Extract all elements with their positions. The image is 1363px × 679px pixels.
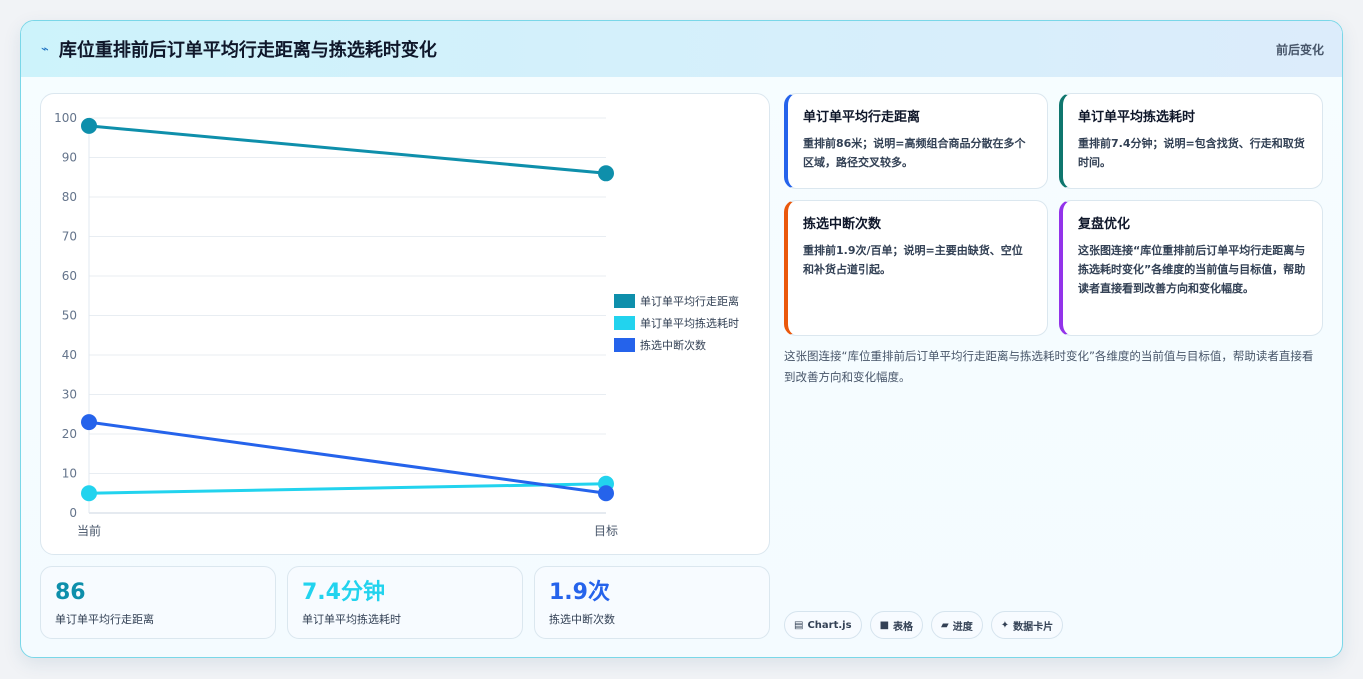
data-point bbox=[598, 165, 614, 182]
y-tick-label: 0 bbox=[69, 506, 77, 520]
feature-chips: ▤ Chart.js ■ 表格 ▰ 进度 ✦ 数据卡片 bbox=[784, 611, 1064, 639]
table-icon: ■ bbox=[879, 619, 890, 631]
info-card-review: 复盘优化 这张图连接“库位重排前后订单平均行走距离与拣选耗时变化”各维度的当前值… bbox=[1059, 200, 1323, 336]
legend-label: 单订单平均拣选耗时 bbox=[640, 316, 739, 330]
info-card-text: 这张图连接“库位重排前后订单平均行走距离与拣选耗时变化”各维度的当前值与目标值，… bbox=[1078, 244, 1306, 295]
line-chart-panel: 0 10 20 30 40 50 60 70 80 90 100 当前 目标 单订单平均行走距离 单订单平均… bbox=[40, 93, 770, 555]
y-tick-label: 60 bbox=[62, 269, 77, 283]
chip-data-cards[interactable]: ✦ 数据卡片 bbox=[990, 611, 1064, 639]
chip-label: Chart.js bbox=[807, 619, 852, 631]
x-tick-label: 当前 bbox=[77, 523, 101, 538]
legend-label: 拣选中断次数 bbox=[640, 338, 706, 352]
info-card-interruptions: 拣选中断次数 重排前1.9次/百单；说明=主要由缺货、空位和补货占道引起。 bbox=[784, 200, 1048, 336]
info-card-title: 单订单平均行走距离 bbox=[803, 110, 921, 125]
series-line bbox=[88, 420, 607, 495]
info-card-time: 单订单平均拣选耗时 重排前7.4分钟；说明=包含找货、行走和取货时间。 bbox=[1059, 93, 1323, 189]
chip-chartjs[interactable]: ▤ Chart.js bbox=[784, 611, 862, 639]
chip-label: 进度 bbox=[952, 621, 973, 633]
kpi-value: 7.4分钟 bbox=[302, 580, 385, 605]
info-card-title: 拣选中断次数 bbox=[803, 217, 882, 232]
y-tick-label: 20 bbox=[62, 427, 77, 441]
series-line bbox=[88, 124, 607, 175]
kpi-card-interruptions: 1.9次 拣选中断次数 bbox=[534, 566, 770, 639]
progress-icon: ▰ bbox=[941, 619, 949, 631]
info-card-distance: 单订单平均行走距离 重排前86米；说明=高频组合商品分散在多个区域，路径交叉较多… bbox=[784, 93, 1048, 189]
data-point bbox=[598, 485, 614, 502]
kpi-label: 单订单平均行走距离 bbox=[55, 613, 154, 626]
chart-icon: ▤ bbox=[794, 619, 804, 631]
legend-label: 单订单平均行走距离 bbox=[640, 294, 739, 308]
info-card-text: 重排前86米；说明=高频组合商品分散在多个区域，路径交叉较多。 bbox=[803, 137, 1026, 169]
y-tick-label: 40 bbox=[62, 348, 77, 362]
chip-progress[interactable]: ▰ 进度 bbox=[931, 611, 983, 639]
header-tag: 前后变化 bbox=[1275, 43, 1324, 57]
card-header: ⌁ 库位重排前后订单平均行走距离与拣选耗时变化 前后变化 bbox=[21, 21, 1342, 77]
page-title: 库位重排前后订单平均行走距离与拣选耗时变化 bbox=[58, 40, 437, 61]
y-tick-label: 80 bbox=[62, 190, 77, 204]
bolt-icon: ⌁ bbox=[41, 41, 49, 57]
data-point bbox=[81, 414, 97, 431]
legend-swatch bbox=[614, 316, 635, 330]
y-tick-label: 100 bbox=[54, 111, 77, 125]
y-tick-label: 90 bbox=[62, 151, 77, 165]
kpi-card-time: 7.4分钟 单订单平均拣选耗时 bbox=[287, 566, 523, 639]
chip-table[interactable]: ■ 表格 bbox=[869, 611, 924, 639]
y-tick-label: 30 bbox=[62, 388, 77, 402]
data-point bbox=[81, 485, 97, 502]
series-line bbox=[88, 482, 607, 495]
info-card-text: 重排前1.9次/百单；说明=主要由缺货、空位和补货占道引起。 bbox=[803, 244, 1023, 276]
info-card-text: 重排前7.4分钟；说明=包含找货、行走和取货时间。 bbox=[1078, 137, 1305, 169]
info-card-title: 复盘优化 bbox=[1078, 217, 1131, 232]
info-card-title: 单订单平均拣选耗时 bbox=[1078, 110, 1196, 125]
kpi-value: 86 bbox=[55, 580, 86, 605]
chip-label: 表格 bbox=[893, 621, 914, 633]
legend-swatch bbox=[614, 294, 635, 308]
kpi-label: 拣选中断次数 bbox=[549, 613, 615, 626]
legend-swatch bbox=[614, 338, 635, 352]
chip-label: 数据卡片 bbox=[1013, 621, 1054, 633]
y-tick-label: 70 bbox=[62, 230, 77, 244]
data-point bbox=[81, 117, 97, 134]
x-tick-label: 目标 bbox=[594, 524, 618, 538]
card-icon: ✦ bbox=[1000, 619, 1010, 631]
y-tick-label: 50 bbox=[62, 309, 77, 323]
chart-description: 这张图连接“库位重排前后订单平均行走距离与拣选耗时变化”各维度的当前值与目标值，… bbox=[784, 349, 1314, 384]
y-tick-label: 10 bbox=[62, 467, 77, 481]
kpi-label: 单订单平均拣选耗时 bbox=[302, 613, 401, 626]
dashboard-card: ⌁ 库位重排前后订单平均行走距离与拣选耗时变化 前后变化 0 10 20 30 40 50… bbox=[20, 20, 1343, 658]
line-chart: 0 10 20 30 40 50 60 70 80 90 100 当前 目标 单订单平均行走距离单订单平均… bbox=[54, 111, 739, 538]
kpi-value: 1.9次 bbox=[549, 580, 610, 605]
kpi-card-distance: 86 单订单平均行走距离 bbox=[40, 566, 276, 639]
